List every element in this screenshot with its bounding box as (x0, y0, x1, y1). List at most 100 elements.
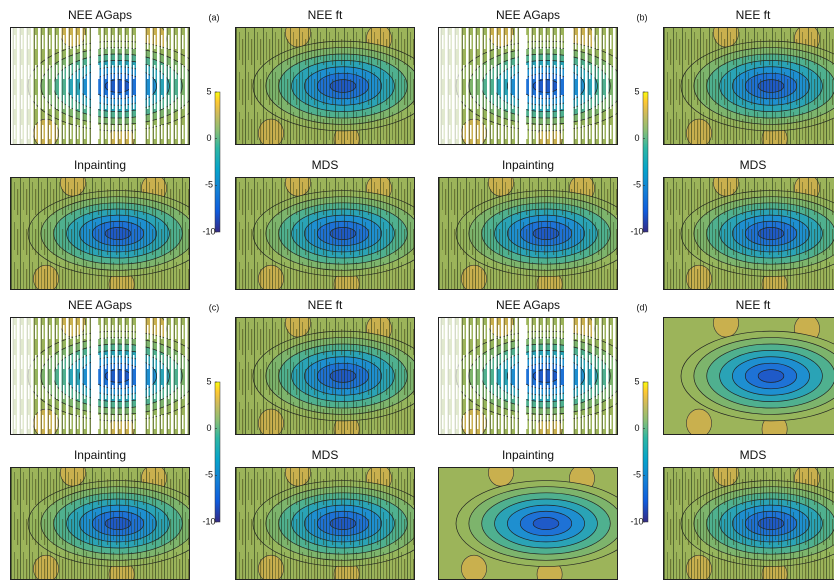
noise-streaks (10, 467, 190, 580)
plot-frame (438, 317, 618, 435)
colorbar (214, 381, 221, 523)
contour-plot (235, 177, 415, 290)
plot-frame (663, 27, 834, 145)
contour-plot (10, 177, 190, 290)
gap-mask (136, 27, 145, 145)
plot-frame (10, 177, 190, 290)
noise-streaks (235, 467, 415, 580)
plot-frame (235, 317, 415, 435)
plot-title: Inpainting (502, 158, 554, 172)
gap-mask (10, 317, 190, 435)
colorbar-tick-label: -5 (205, 470, 213, 480)
plot-title: NEE ft (308, 298, 343, 312)
plot-frame (10, 317, 190, 435)
plot-frame (438, 467, 618, 580)
plot-title: NEE AGaps (68, 8, 132, 22)
colorbar-tick-label: 5 (206, 376, 211, 386)
contour-patch (461, 554, 487, 580)
colorbar-tick-label: -10 (630, 226, 643, 236)
colorbar-tick-label: -5 (633, 180, 641, 190)
colorbar-tick-label: 5 (634, 86, 639, 96)
plot-title: MDS (312, 448, 339, 462)
gap-mask (438, 27, 618, 145)
plot-frame (235, 177, 415, 290)
colorbar-tick-label: -5 (633, 470, 641, 480)
plot-title: MDS (740, 158, 767, 172)
colorbar-tick-label: -5 (205, 180, 213, 190)
panel: (c) NEE AGaps NEE ft Inpainting MDS 5 0 -5 -10 (10, 298, 415, 580)
plot-title: NEE AGaps (496, 8, 560, 22)
noise-streaks (438, 177, 618, 290)
plot-title: Inpainting (502, 448, 554, 462)
colorbar (642, 91, 649, 233)
noise-streaks (663, 177, 834, 290)
plot-title: Inpainting (74, 448, 126, 462)
panel-label: (a) (209, 12, 220, 22)
plot-frame (10, 467, 190, 580)
gap-mask (91, 27, 99, 145)
gap-mask (10, 317, 32, 435)
colorbar-tick-label: 5 (634, 376, 639, 386)
noise-streaks (10, 177, 190, 290)
contour-plot (235, 27, 415, 145)
contour-patch (488, 467, 514, 487)
panel-label: (c) (209, 302, 220, 312)
gap-mask (564, 27, 573, 145)
contour-plot (235, 317, 415, 435)
gap-mask (564, 317, 573, 435)
panel-label: (b) (637, 12, 648, 22)
noise-streaks (235, 27, 415, 145)
plot-frame (438, 27, 618, 145)
panel: (b) NEE AGaps NEE ft Inpainting MDS 5 0 -5 -10 (438, 8, 834, 290)
colorbar-tick-label: 0 (206, 423, 211, 433)
plot-frame (235, 27, 415, 145)
noise-streaks (663, 27, 834, 145)
gap-mask (10, 27, 32, 145)
contour-plot (10, 27, 190, 145)
panel: (d) NEE AGaps NEE ft Inpainting MDS 5 0 -5 -10 (438, 298, 834, 580)
plot-title: NEE ft (736, 298, 771, 312)
contour-plot (235, 467, 415, 580)
colorbar (642, 381, 649, 523)
gap-mask (136, 317, 145, 435)
noise-streaks (663, 467, 834, 580)
gap-mask (10, 27, 190, 145)
plot-frame (235, 467, 415, 580)
contour-plot (663, 317, 834, 435)
gap-mask (519, 27, 527, 145)
contour-plot (663, 467, 834, 580)
colorbar-tick-label: 0 (634, 133, 639, 143)
plot-title: Inpainting (74, 158, 126, 172)
contour-plot (438, 317, 618, 435)
colorbar-tick-label: 0 (634, 423, 639, 433)
plot-frame (663, 177, 834, 290)
contour-band (532, 517, 560, 530)
plot-title: NEE AGaps (496, 298, 560, 312)
contour-plot (663, 27, 834, 145)
plot-frame (663, 317, 834, 435)
plot-title: MDS (312, 158, 339, 172)
contour-plot (438, 467, 618, 580)
plot-frame (438, 177, 618, 290)
noise-streaks (235, 177, 415, 290)
colorbar-tick-label: 5 (206, 86, 211, 96)
colorbar-tick-label: -10 (202, 226, 215, 236)
contour-patch (686, 408, 712, 435)
gap-mask (438, 27, 460, 145)
contour-band (757, 369, 785, 383)
plot-title: NEE ft (308, 8, 343, 22)
gap-mask (91, 317, 99, 435)
contour-plot (10, 467, 190, 580)
plot-frame (663, 467, 834, 580)
contour-plot (438, 27, 618, 145)
contour-plot (10, 317, 190, 435)
gap-mask (438, 317, 460, 435)
panel-label: (d) (637, 302, 648, 312)
colorbar (214, 91, 221, 233)
contour-patch (713, 317, 739, 338)
contour-plot (438, 177, 618, 290)
gap-mask (519, 317, 527, 435)
gap-mask (438, 317, 618, 435)
colorbar-tick-label: -10 (202, 516, 215, 526)
